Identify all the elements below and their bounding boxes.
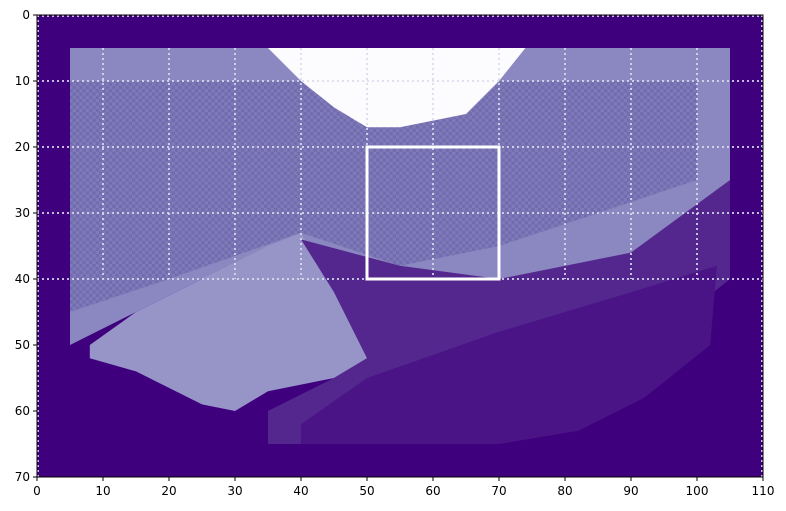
y-tick-label: 60	[15, 404, 30, 418]
x-tick-label: 40	[293, 484, 308, 498]
heatmap-regions	[70, 48, 730, 444]
y-tick-label: 70	[15, 470, 30, 484]
region-checker-texture	[70, 81, 697, 312]
plot-area	[37, 15, 763, 477]
x-tick-label: 60	[425, 484, 440, 498]
x-tick-label: 30	[227, 484, 242, 498]
region-light-wedge	[89, 232, 368, 411]
x-tick-label: 50	[359, 484, 374, 498]
y-axis: 0 10 20 30 40 50 60 70	[15, 8, 37, 484]
y-tick-label: 10	[15, 74, 30, 88]
x-tick-label: 100	[686, 484, 709, 498]
region-white-cap	[268, 48, 526, 128]
x-tick-label: 90	[623, 484, 638, 498]
y-tick-label: 50	[15, 338, 30, 352]
x-tick-label: 20	[161, 484, 176, 498]
region-lower-band	[301, 265, 717, 444]
x-tick-label: 10	[95, 484, 110, 498]
x-tick-label: 110	[752, 484, 775, 498]
y-tick-label: 40	[15, 272, 30, 286]
y-tick-label: 30	[15, 206, 30, 220]
x-axis: 0 10 20 30 40 50 60 70 80 90 100 110	[33, 477, 774, 498]
y-tick-label: 20	[15, 140, 30, 154]
x-tick-label: 0	[33, 484, 41, 498]
x-tick-label: 80	[557, 484, 572, 498]
highlight-box	[365, 145, 501, 281]
y-tick-label: 0	[22, 8, 30, 22]
x-tick-label: 70	[491, 484, 506, 498]
plot-frame	[36, 14, 764, 478]
